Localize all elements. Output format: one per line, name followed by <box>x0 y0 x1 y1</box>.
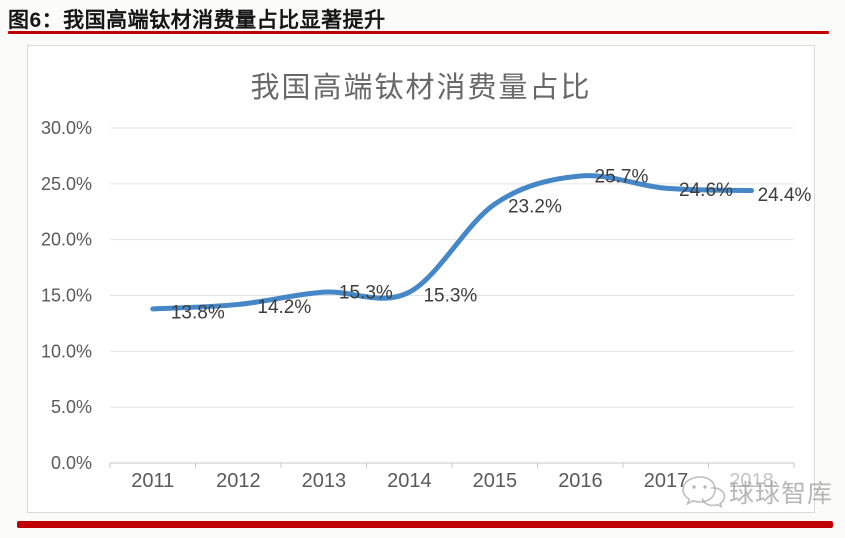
chart-card: 我国高端钛材消费量占比 <box>27 45 815 513</box>
figure-caption: 图6：我国高端钛材消费量占比显著提升 <box>8 9 386 32</box>
bottom-red-bar <box>17 521 833 528</box>
caption-underline <box>8 31 829 34</box>
chart-title: 我国高端钛材消费量占比 <box>250 72 592 104</box>
wechat-icon <box>682 476 726 509</box>
watermark: 球球智库 <box>681 474 833 510</box>
watermark-text: 球球智库 <box>729 480 834 508</box>
